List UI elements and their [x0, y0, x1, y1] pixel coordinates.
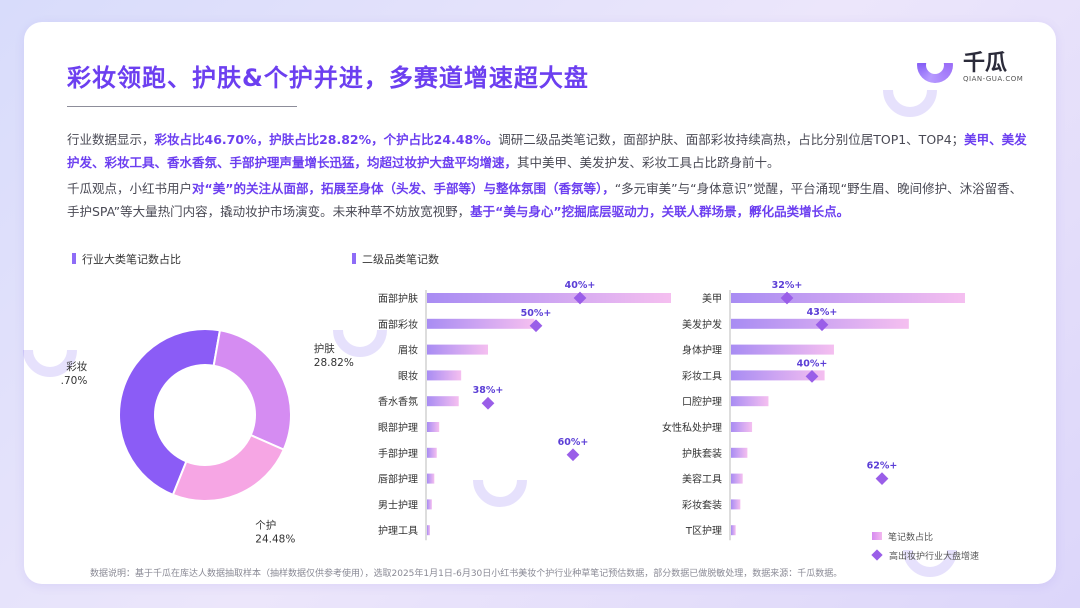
bar-category-label: 美容工具	[682, 473, 722, 486]
growth-marker-label: 40%+	[565, 280, 596, 291]
donut-slice-2	[212, 329, 292, 451]
bar-1-2	[427, 318, 535, 329]
para2-text-1: 千瓜观点，小红书用户	[67, 181, 193, 196]
bar-category-label: 彩妆工具	[682, 369, 722, 382]
donut-value-label: 28.82%	[314, 357, 354, 369]
donut-slice-3	[171, 433, 286, 502]
bar-category-label: 眼妆	[398, 369, 418, 382]
legend-marker-item: 高出妆护行业大盘增速	[871, 549, 980, 562]
legend-marker-label: 高出妆护行业大盘增速	[889, 552, 980, 562]
bar-2-9	[731, 499, 741, 510]
para1-text-1: 行业数据显示，	[67, 132, 155, 147]
page-title: 彩妆领跑、护肤&个护并进，多赛道增速超大盘	[67, 64, 589, 92]
bar-category-label: T区护理	[685, 524, 722, 537]
growth-marker-label: 38%+	[473, 385, 504, 396]
donut-category-label: 护肤	[314, 342, 335, 355]
bar-category-label: 护理工具	[378, 524, 418, 537]
growth-marker-label: 62%+	[867, 461, 898, 472]
growth-marker-label: 32%+	[772, 280, 803, 291]
bar-2-10	[731, 525, 736, 536]
bar-category-label: 口腔护理	[682, 395, 722, 408]
bar-1-9	[427, 499, 432, 510]
bar-1-4	[427, 370, 462, 381]
legend-diamond-icon	[871, 549, 883, 561]
bar-category-label: 彩妆套装	[682, 498, 722, 511]
qiangua-logo-icon	[917, 47, 953, 83]
bar-category-label: 面部护肤	[378, 292, 418, 305]
growth-marker-label: 50%+	[521, 308, 552, 319]
para1-highlight-2: 美甲、美发护发、彩妆工具、香水香氛、手部护理声量增长迅猛，均超过妆护大盘平均增速…	[67, 132, 1027, 170]
growth-marker-1-4	[566, 448, 580, 462]
bar-2-3	[731, 344, 834, 355]
donut-value-label: 24.48%	[255, 534, 295, 546]
para2-highlight-1: 对“美”的关注从面部，拓展至身体（头发、手部等）与整体氛围（香氛等），	[192, 181, 615, 196]
para2-text-2: “多元审美”与“身体意识”觉醒，平台涌现“野生眉、晚间修护、沐浴留香、手护SPA…	[67, 181, 1023, 219]
donut-category-label: 彩妆	[66, 360, 87, 373]
brand-logo: 千瓜 QIAN-GUA.COM	[917, 45, 1037, 90]
bar-category-label: 男士护理	[378, 498, 418, 511]
bar-1-10	[427, 525, 430, 536]
bar-1-1	[427, 293, 671, 303]
logo-name: 千瓜	[963, 51, 1008, 76]
bar-category-label: 护肤套装	[682, 447, 722, 460]
bar-category-label: 眼部护理	[378, 421, 418, 434]
para1-text-2: 调研二级品类笔记数，面部护肤、面部彩妆持续高热，占比分别位居TOP1、TOP4；	[498, 132, 965, 147]
bar-category-label: 面部彩妆	[378, 318, 418, 331]
bar-2-8	[731, 473, 743, 484]
donut-value-label: 46.70%	[60, 375, 87, 387]
logo-domain: QIAN-GUA.COM	[963, 75, 1024, 83]
bar-category-label: 女性私处护理	[662, 421, 722, 434]
bar-category-label: 眉妆	[398, 344, 418, 357]
bar-category-label: 手部护理	[378, 447, 418, 460]
donut-section-label: 行业大类笔记数占比	[72, 251, 181, 267]
para1-highlight-1: 彩妆占比46.70%，护肤占比28.82%，个护占比24.48%。	[154, 132, 499, 147]
category-share-donut-chart: 彩妆 46.70% 护肤 28.82% 个护 24.48%	[60, 328, 354, 546]
legend-bar-item: 笔记数占比	[872, 530, 933, 543]
growth-marker-1-3	[481, 396, 495, 410]
industry-paragraph: 行业数据显示，彩妆占比46.70%，护肤占比28.82%，个护占比24.48%。…	[67, 128, 1027, 174]
growth-marker-label: 40%+	[797, 358, 828, 369]
bar-2-6	[731, 422, 753, 432]
bar-1-8	[427, 473, 435, 484]
legend-bar-swatch	[872, 532, 882, 540]
growth-marker-label: 43%+	[807, 307, 838, 318]
bar-category-label: 美甲	[702, 292, 722, 305]
donut-slice-1	[118, 328, 222, 497]
bar-1-7	[427, 447, 437, 458]
para2-highlight-2: 基于“美与身心”挖掘底层驱动力，关联人群场景，孵化品类增长点。	[470, 204, 850, 219]
bar-category-label: 唇部护理	[378, 473, 418, 486]
bar-category-label: 香水香氛	[378, 395, 418, 408]
growth-marker-label: 60%+	[558, 437, 589, 448]
para1-text-3: 其中美甲、美发护发、彩妆工具占比跻身前十。	[517, 155, 780, 170]
legend-bar-label: 笔记数占比	[888, 533, 934, 543]
bar-category-label: 身体护理	[682, 344, 722, 357]
insight-paragraph: 千瓜观点，小红书用户对“美”的关注从面部，拓展至身体（头发、手部等）与整体氛围（…	[67, 177, 1027, 223]
donut-category-label: 个护	[255, 519, 276, 532]
bar-category-label: 美发护发	[682, 318, 722, 331]
bar-1-6	[427, 422, 440, 432]
bar-2-5	[731, 396, 769, 407]
bar-1-5	[427, 396, 459, 407]
bars-section-label: 二级品类笔记数	[352, 251, 439, 267]
bar-1-3	[427, 344, 488, 355]
data-footnote: 数据说明：基于千瓜在库达人数据抽取样本（抽样数据仅供参考使用），选取2025年1…	[90, 569, 843, 579]
bar-2-1	[731, 293, 965, 303]
bar-2-4	[731, 370, 825, 381]
growth-marker-2-4	[875, 472, 889, 485]
title-divider	[67, 106, 297, 107]
bar-2-7	[731, 447, 748, 458]
